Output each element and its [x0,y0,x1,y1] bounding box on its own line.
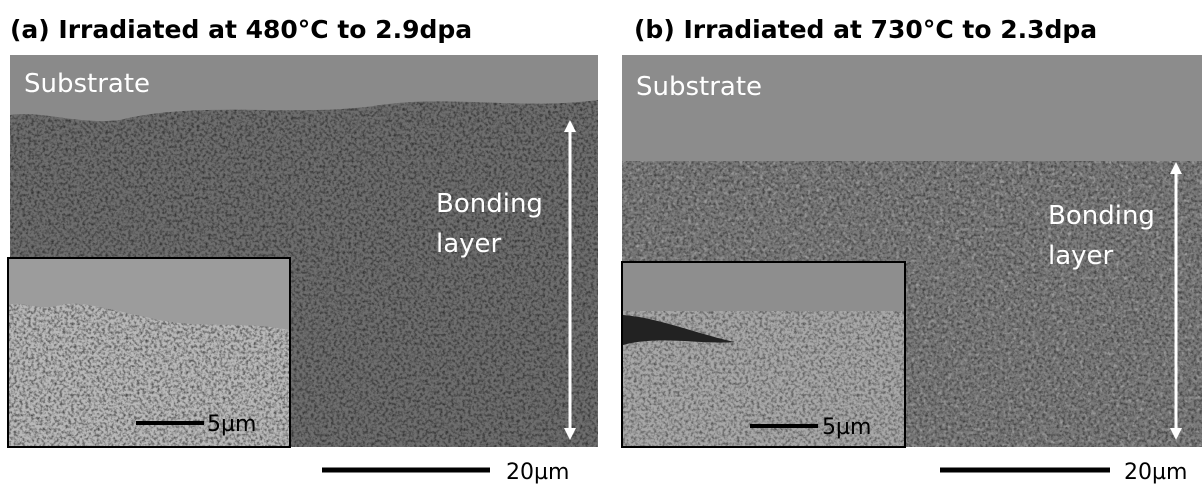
substrate-label: Substrate [636,72,762,102]
panel-title: (a) Irradiated at 480°C to 2.9dpa [10,15,472,44]
panel-title: (b) Irradiated at 730°C to 2.3dpa [634,15,1097,44]
layer-label: layer [436,229,502,259]
substrate-region [622,55,1202,161]
layer-label: Bonding [1048,201,1155,231]
figure-canvas: (a) Irradiated at 480°C to 2.9dpa Substr… [0,0,1202,487]
inset-scale-label: 5µm [822,415,871,440]
inset-substrate [623,263,904,311]
figure: (a) Irradiated at 480°C to 2.9dpa Substr… [0,0,1202,487]
layer-label: Bonding [436,189,543,219]
layer-label: layer [1048,241,1114,271]
scale-label: 20µm [1124,460,1187,485]
inset-scale-label: 5µm [207,412,256,437]
scale-label: 20µm [506,460,569,485]
substrate-label: Substrate [24,69,150,99]
